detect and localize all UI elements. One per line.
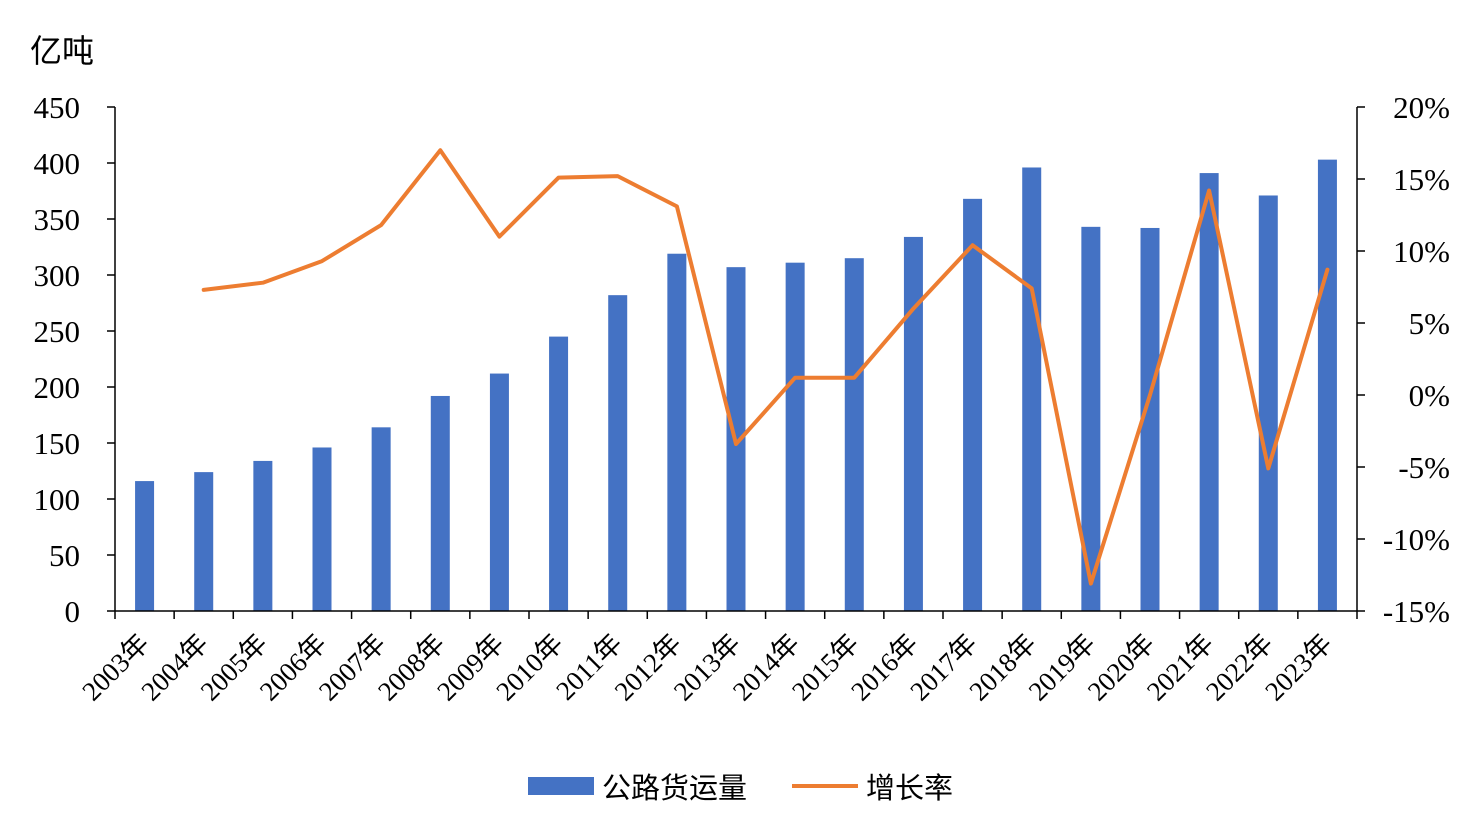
bar-2010年 — [549, 336, 569, 611]
right-tick-label: 5% — [1409, 306, 1450, 341]
x-tick-label: 2005年 — [195, 628, 273, 706]
legend: 公路货运量 增长率 — [0, 764, 1482, 808]
legend-bar-label: 公路货运量 — [602, 771, 748, 805]
left-tick-label: 150 — [34, 426, 81, 461]
x-tick-label: 2007年 — [313, 628, 391, 706]
x-tick-label: 2020年 — [1082, 628, 1160, 706]
right-tick-label: -10% — [1383, 522, 1450, 557]
bar-2014年 — [785, 262, 805, 611]
legend-item-bar: 公路货运量 — [528, 764, 747, 808]
legend-bar-swatch — [528, 777, 594, 795]
right-tick-label: 15% — [1393, 162, 1450, 197]
x-tick-label: 2006年 — [254, 628, 332, 706]
left-tick-label: 200 — [34, 370, 81, 405]
x-tick-label: 2018年 — [963, 628, 1041, 706]
x-tick-label: 2013年 — [668, 628, 746, 706]
bar-2018年 — [1022, 167, 1042, 612]
x-tick-label: 2016年 — [845, 628, 923, 706]
x-tick-label: 2009年 — [431, 628, 509, 706]
bar-2006年 — [312, 447, 332, 611]
left-tick-label: 50 — [49, 538, 80, 573]
chart-canvas: 0 50 100 150 200 250 300 350 400 450 -15% -10% -5% 0… — [34, 90, 1451, 707]
x-tick-label: 2022年 — [1200, 628, 1278, 706]
bar-2004年 — [194, 472, 214, 611]
x-tick-label: 2023年 — [1259, 628, 1337, 706]
legend-item-line: 增长率 — [792, 764, 953, 808]
bar-2017年 — [963, 198, 983, 611]
bar-2021年 — [1199, 173, 1219, 611]
x-tick-label: 2012年 — [609, 628, 687, 706]
left-tick-label: 300 — [34, 258, 81, 293]
legend-line-label: 增长率 — [866, 771, 954, 805]
growth-rate-line — [201, 148, 1330, 586]
right-tick-label: 0% — [1409, 378, 1450, 413]
x-tick-label: 2004年 — [135, 628, 213, 706]
x-tick-label: 2014年 — [727, 628, 805, 706]
y-axis-unit-label: 亿吨 — [30, 32, 95, 70]
axes-group — [114, 107, 1358, 612]
right-tick-label: 20% — [1393, 90, 1450, 125]
x-tick-label: 2019年 — [1023, 628, 1101, 706]
left-tick-label: 400 — [34, 146, 81, 181]
left-axis-ticks: 0 50 100 150 200 250 300 350 400 450 — [34, 90, 115, 629]
bar-2019年 — [1081, 226, 1101, 611]
x-tick-label: 2021年 — [1141, 628, 1219, 706]
left-tick-label: 100 — [34, 482, 81, 517]
bar-2009年 — [489, 373, 509, 611]
bar-2003年 — [135, 481, 155, 611]
bar-2015年 — [844, 258, 864, 611]
line-series-group — [201, 148, 1330, 586]
bar-2008年 — [430, 395, 450, 611]
right-tick-label: -15% — [1383, 594, 1450, 629]
bar-2007年 — [371, 427, 391, 611]
bar-2016年 — [903, 236, 923, 612]
legend-line-swatch — [792, 784, 858, 788]
bar-series-group — [135, 159, 1337, 612]
right-tick-label: 10% — [1393, 234, 1450, 269]
x-tick-label: 2017年 — [904, 628, 982, 706]
bar-2020年 — [1140, 227, 1160, 611]
bar-2011年 — [608, 295, 628, 611]
bar-2012年 — [667, 253, 687, 611]
left-tick-label: 0 — [65, 594, 81, 629]
x-tick-label: 2010年 — [490, 628, 568, 706]
right-tick-label: -5% — [1398, 450, 1450, 485]
left-tick-label: 450 — [34, 90, 81, 125]
bar-2022年 — [1258, 195, 1278, 612]
x-tick-label: 2008年 — [372, 628, 450, 706]
right-axis-ticks: -15% -10% -5% 0% 5% 10% 15% 20% — [1357, 90, 1450, 629]
bar-2005年 — [253, 460, 273, 611]
x-tick-label: 2015年 — [786, 628, 864, 706]
x-axis-ticks: 2003年2004年2005年2006年2007年2008年2009年2010年… — [76, 611, 1358, 707]
left-tick-label: 350 — [34, 202, 81, 237]
x-tick-label: 2003年 — [76, 628, 154, 706]
bar-2023年 — [1317, 159, 1337, 611]
left-tick-label: 250 — [34, 314, 81, 349]
